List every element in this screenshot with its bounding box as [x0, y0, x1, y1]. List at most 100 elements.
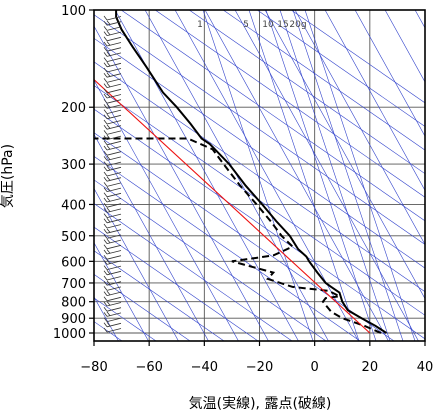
- wind-barb-27: [103, 155, 122, 161]
- blue-line-27: [94, 187, 179, 341]
- y-tick-label-3: 400: [61, 198, 86, 213]
- blue-line-5: [94, 250, 225, 341]
- wind-barb-9: [103, 62, 122, 68]
- wind-barb-39: [103, 218, 122, 224]
- wind-barb-51: [103, 280, 122, 286]
- wind-barb-47: [103, 259, 122, 265]
- wind-barb-54: [103, 296, 122, 302]
- wind-barb-30: [103, 171, 122, 177]
- wind-barb-24: [103, 140, 122, 146]
- blue-line-17: [154, 10, 425, 198]
- mixing-ratio-label-4: 20g: [289, 20, 306, 30]
- blue-line-47: [292, 10, 404, 341]
- blue-line-36: [264, 10, 425, 300]
- wind-barb-22: [103, 130, 122, 135]
- wind-barb-11: [103, 72, 122, 78]
- blue-line-29: [94, 79, 239, 341]
- blue-line-33: [174, 10, 359, 341]
- wind-barb-16: [103, 98, 122, 104]
- blue-line-28: [94, 133, 209, 341]
- blue-line-30: [94, 25, 269, 341]
- wind-barb-0: [103, 15, 122, 21]
- wind-barbs: [103, 15, 122, 333]
- x-tick-label-3: −20: [246, 360, 273, 375]
- x-axis-title: 気温(実線), 露点(破線): [189, 396, 332, 412]
- wind-barb-41: [103, 228, 122, 234]
- sounding-series: [94, 10, 387, 334]
- y-tick-label-2: 300: [61, 158, 86, 173]
- x-tick-label-6: 40: [417, 360, 434, 375]
- wind-barb-1: [103, 20, 122, 26]
- wind-barb-49: [103, 270, 122, 276]
- blue-line-43: [202, 10, 314, 341]
- wind-barb-2: [103, 26, 122, 31]
- wind-barb-7: [103, 51, 122, 57]
- blue-line-16: [120, 10, 425, 222]
- wind-barb-60: [103, 327, 122, 333]
- wind-barb-6: [103, 46, 122, 52]
- wind-barb-14: [103, 88, 122, 94]
- y-axis-title: 気圧(hPa): [0, 144, 16, 208]
- blue-line-11: [94, 108, 425, 340]
- x-tick-label-4: 0: [311, 360, 319, 375]
- wind-barb-44: [103, 244, 122, 250]
- y-tick-label-5: 600: [61, 255, 86, 270]
- blue-line-26: [94, 242, 149, 341]
- wind-barb-38: [103, 213, 122, 218]
- blue-line-48: [304, 10, 416, 341]
- wind-barb-21: [103, 124, 122, 130]
- y-tick-label-6: 700: [61, 277, 86, 292]
- wind-barb-58: [103, 317, 122, 322]
- blue-line-45: [265, 10, 377, 341]
- blue-line-35: [234, 10, 419, 341]
- y-tick-label-1: 200: [61, 101, 86, 116]
- blue-line-46: [279, 10, 391, 341]
- x-tick-label-1: −60: [135, 360, 162, 375]
- wind-barb-50: [103, 275, 122, 281]
- wind-barb-18: [103, 109, 122, 114]
- wind-barb-23: [103, 134, 122, 140]
- dewpoint-line: [94, 137, 382, 334]
- wind-barb-10: [103, 67, 122, 73]
- blue-line-31: [114, 10, 299, 341]
- blue-line-15: [94, 14, 425, 245]
- wind-barb-55: [103, 301, 122, 307]
- wind-barb-52: [103, 286, 122, 291]
- blue-line-12: [94, 85, 425, 316]
- x-tick-label-0: −80: [80, 360, 107, 375]
- blue-line-20: [256, 10, 425, 127]
- blue-line-14: [94, 37, 425, 269]
- wind-barb-28: [103, 161, 122, 166]
- wind-barb-8: [103, 57, 122, 62]
- mixing-ratio-label-1: 5: [243, 20, 249, 30]
- y-tick-label-0: 100: [61, 4, 86, 19]
- wind-barb-12: [103, 78, 122, 83]
- blue-line-21: [290, 10, 425, 104]
- y-tick-label-7: 800: [61, 296, 86, 311]
- mixing-ratio-labels: 1 5 10 15 20g: [197, 20, 306, 30]
- wind-barb-59: [103, 322, 122, 328]
- wind-barb-33: [103, 186, 122, 192]
- x-tick-label-2: −40: [191, 360, 218, 375]
- y-tick-label-9: 1000: [53, 327, 86, 342]
- wind-barb-26: [103, 150, 122, 156]
- blue-line-37: [294, 10, 425, 246]
- wind-barb-19: [103, 114, 122, 120]
- wind-barb-29: [103, 166, 122, 172]
- wind-barb-31: [103, 176, 122, 182]
- wind-barb-15: [103, 93, 122, 99]
- mixing-ratio-label-0: 1: [197, 20, 203, 30]
- wind-barb-34: [103, 192, 122, 198]
- wind-barb-25: [103, 145, 122, 151]
- reference-line: [94, 78, 371, 334]
- wind-barb-40: [103, 223, 122, 229]
- wind-barb-42: [103, 234, 122, 239]
- blue-line-8: [94, 179, 327, 341]
- mixing-ratio-label-3: 15: [277, 20, 288, 30]
- wind-barb-48: [103, 265, 122, 270]
- x-axis-ticks: −80 −60 −40 −20 0 20 40: [80, 341, 433, 375]
- y-tick-label-8: 900: [61, 312, 86, 327]
- wind-barb-37: [103, 207, 122, 213]
